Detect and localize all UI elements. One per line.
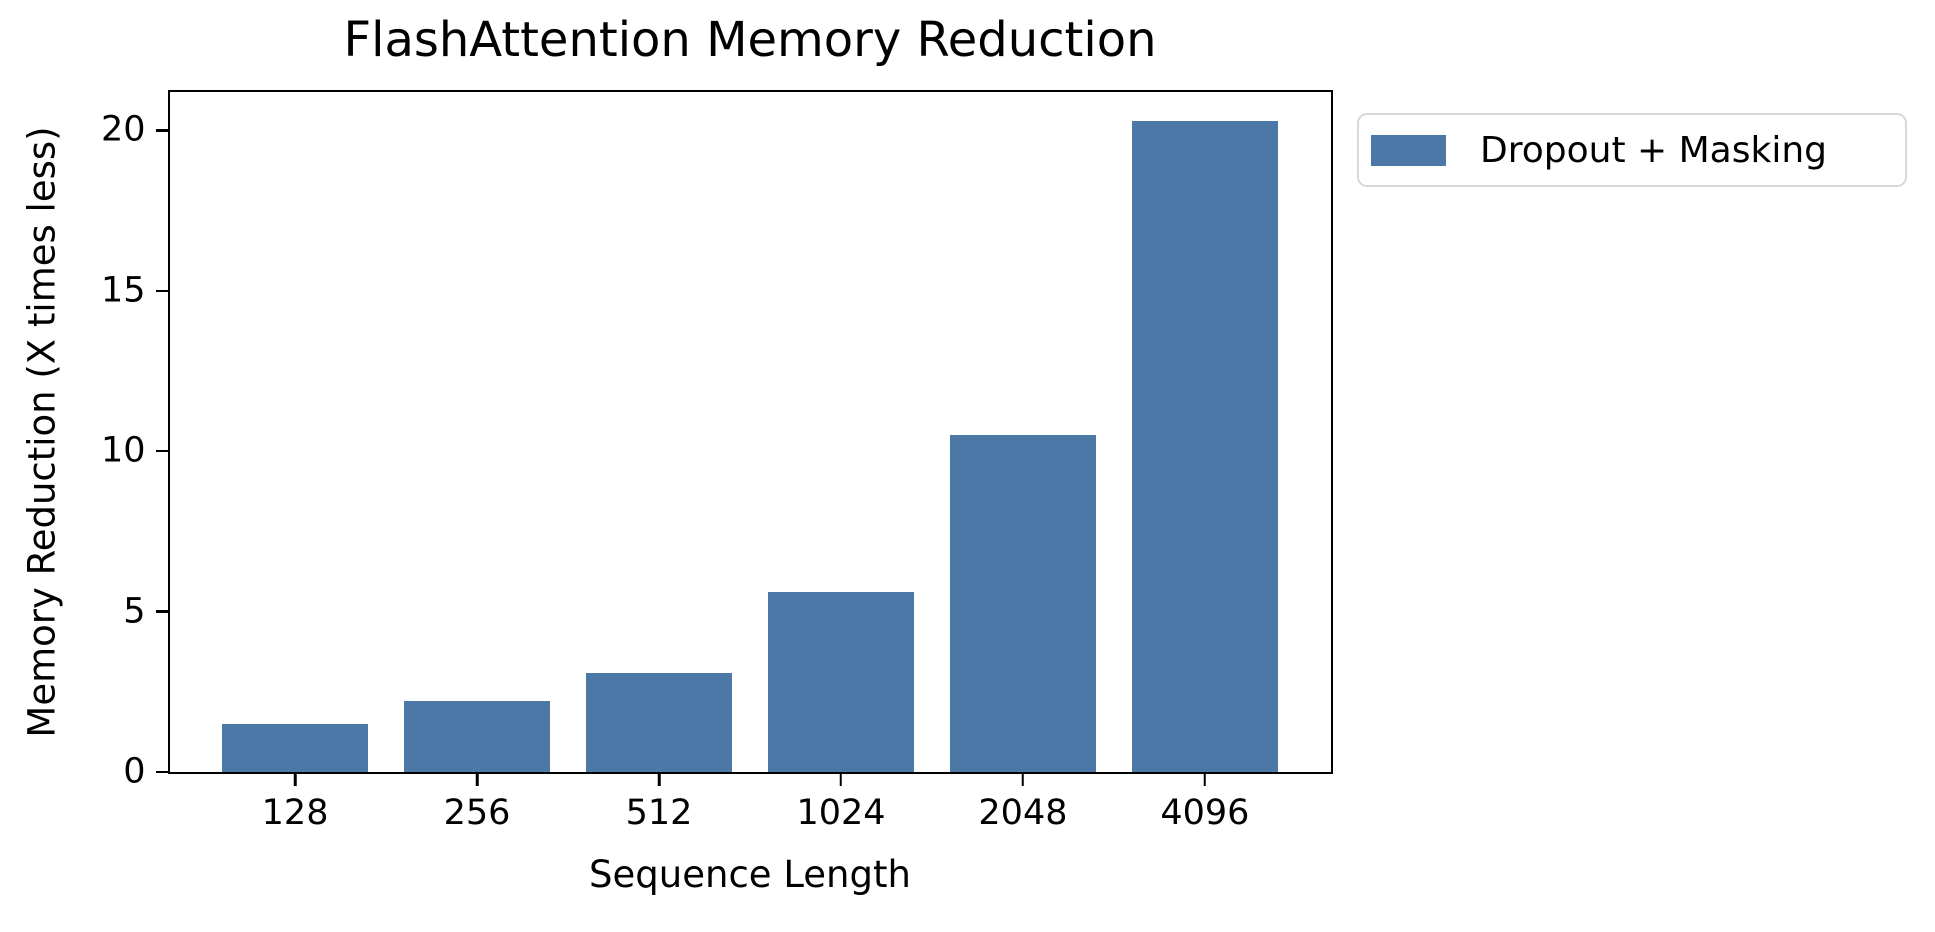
bar-1024 — [768, 592, 914, 772]
y-tick — [155, 770, 170, 774]
y-tick-label: 10 — [100, 430, 146, 471]
bar-256 — [404, 701, 550, 772]
x-tick — [1021, 772, 1025, 786]
y-tick-label: 15 — [100, 270, 146, 311]
chart-title: FlashAttention Memory Reduction — [343, 12, 1157, 68]
bar-2048 — [950, 435, 1096, 772]
y-tick — [155, 129, 170, 132]
y-tick-label: 5 — [123, 591, 146, 632]
y-tick — [155, 289, 170, 293]
x-tick-label: 2048 — [978, 793, 1068, 833]
x-tick — [475, 772, 479, 786]
bar-4096 — [1132, 120, 1278, 772]
bar-512 — [586, 672, 732, 772]
x-tick — [839, 772, 843, 786]
x-tick — [293, 772, 297, 786]
bar-128 — [222, 723, 368, 772]
plot-area: 0 5 10 15 20 128 256 512 1024 2048 4096 — [101, 90, 1333, 832]
x-tick — [657, 772, 661, 786]
x-tick-label: 256 — [443, 793, 511, 833]
legend-swatch — [1371, 134, 1446, 166]
y-tick-label: 20 — [100, 109, 146, 150]
x-tick — [1203, 772, 1207, 786]
x-axis-label: Sequence Length — [589, 853, 911, 896]
y-tick-label: 0 — [123, 751, 146, 792]
y-tick — [155, 449, 170, 453]
x-tick-label: 1024 — [796, 793, 886, 833]
x-tick-label: 4096 — [1160, 793, 1250, 833]
y-axis-label: Memory Reduction (X times less) — [20, 126, 64, 738]
y-tick — [155, 610, 170, 613]
legend: Dropout + Masking — [1357, 113, 1907, 187]
legend-label: Dropout + Masking — [1480, 129, 1828, 171]
x-tick-label: 512 — [625, 793, 693, 833]
x-tick-label: 128 — [261, 793, 329, 833]
